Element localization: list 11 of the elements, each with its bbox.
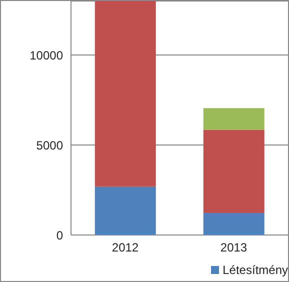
bar (94, 1, 156, 186)
bar (203, 130, 264, 212)
y-tick-label: 0 (56, 228, 64, 242)
bar (203, 108, 264, 130)
y-tick-label: 5000 (36, 138, 64, 152)
bar (203, 212, 264, 235)
bar (94, 186, 156, 235)
y-tick-label: 10000 (30, 48, 64, 62)
legend-label: Létesítmény (222, 263, 288, 277)
x-tick-label: 2012 (112, 240, 139, 255)
x-tick-label: 2013 (220, 240, 248, 255)
